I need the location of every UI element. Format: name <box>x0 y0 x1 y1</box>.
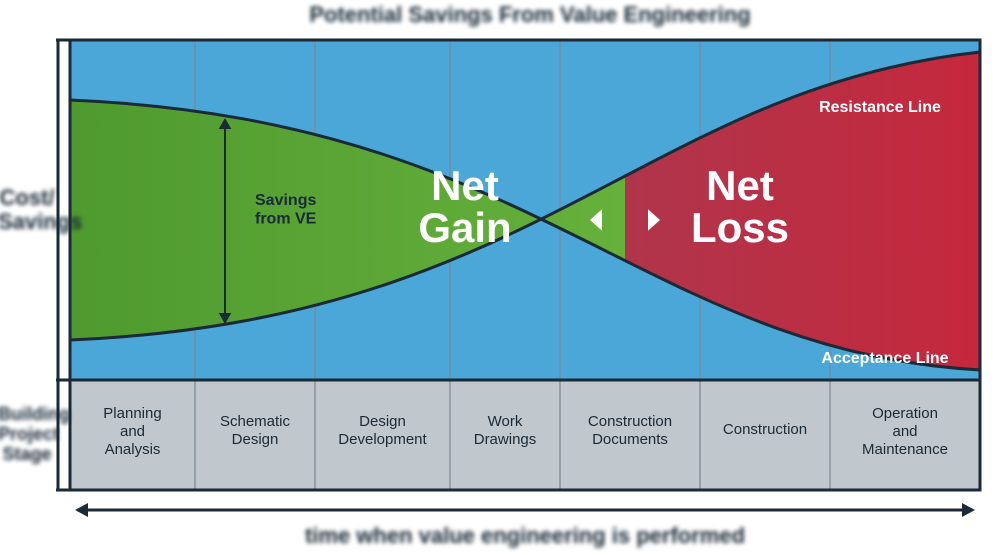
yaxis-label-project-stage: BuildingProjectStage <box>0 405 56 464</box>
net-gain-label: NetGain <box>418 162 511 251</box>
acceptance-line-label: Acceptance Line <box>821 350 948 367</box>
phase-label-construction: Construction <box>723 421 807 438</box>
time-axis-caption: time when value engineering is performed <box>305 523 745 548</box>
resistance-line-label: Resistance Line <box>819 99 941 116</box>
time-axis-arrow-left-icon <box>75 503 88 517</box>
chart-title: Potential Savings From Value Engineering <box>309 2 750 27</box>
savings-from-ve-label: Savingsfrom VE <box>255 192 317 227</box>
yaxis-label-cost-savings: Cost/Savings <box>0 186 56 234</box>
phase-label-condocs: ConstructionDocuments <box>588 413 672 448</box>
time-axis-arrow-right-icon <box>962 503 975 517</box>
